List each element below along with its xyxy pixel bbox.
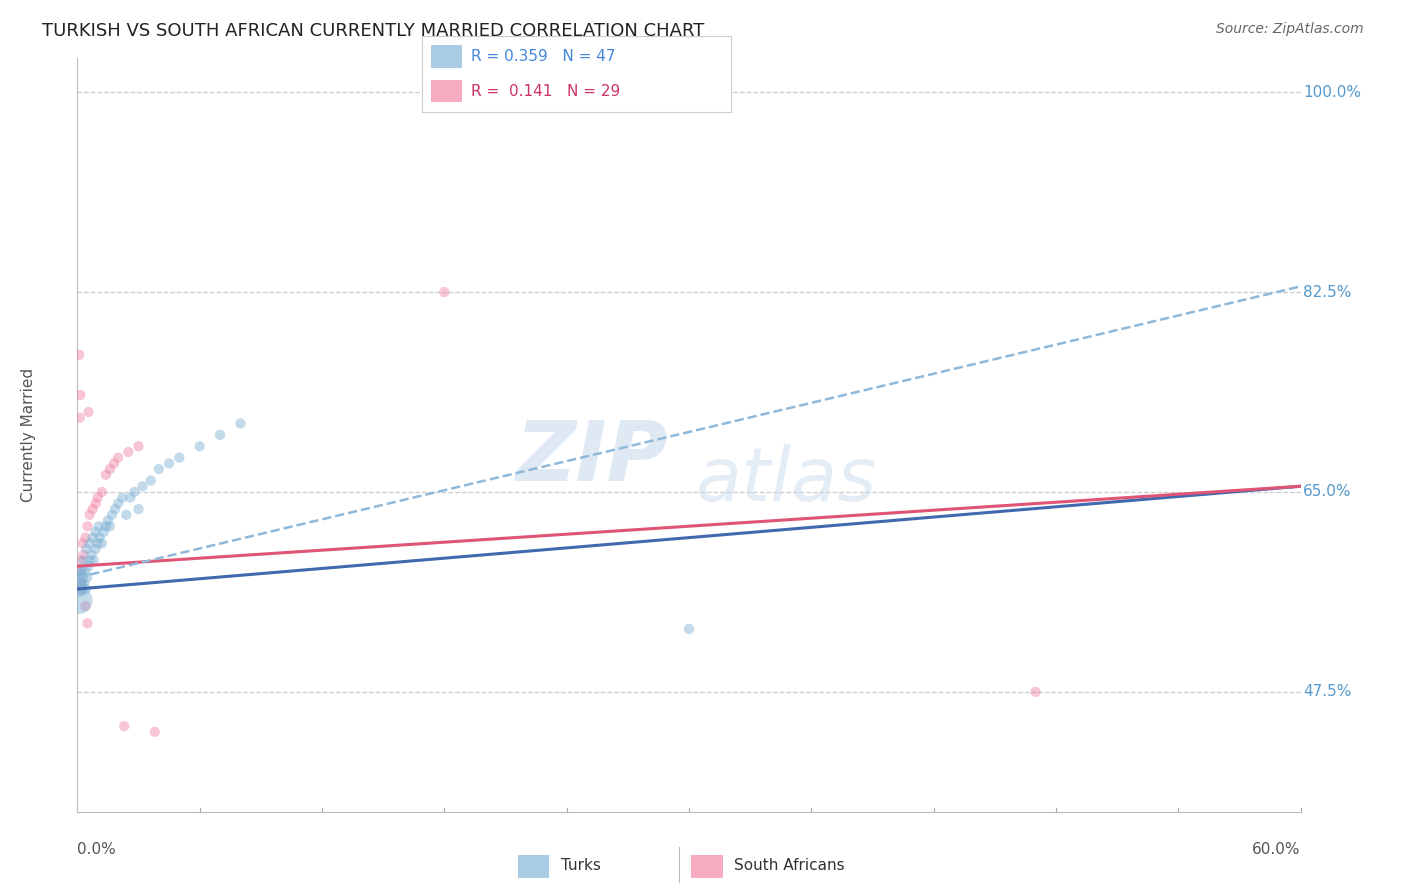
Point — [72, 548, 94, 562]
Text: ZIP: ZIP — [515, 417, 668, 498]
Point — [111, 491, 134, 505]
Point — [75, 565, 97, 579]
Point — [73, 576, 96, 591]
Point — [84, 496, 107, 510]
Text: TURKISH VS SOUTH AFRICAN CURRENTLY MARRIED CORRELATION CHART: TURKISH VS SOUTH AFRICAN CURRENTLY MARRI… — [42, 22, 704, 40]
Point — [87, 519, 110, 533]
Point — [169, 450, 191, 465]
Point — [79, 536, 101, 550]
Point — [188, 439, 211, 453]
Point — [139, 474, 162, 488]
Point — [80, 548, 103, 562]
Point — [94, 519, 117, 533]
Text: 0.0%: 0.0% — [77, 842, 117, 857]
Point — [83, 553, 105, 567]
Point — [229, 417, 252, 431]
Point — [82, 531, 104, 545]
Point — [72, 536, 94, 550]
Point — [69, 576, 91, 591]
Point — [104, 502, 127, 516]
Point — [70, 565, 93, 579]
Point — [77, 405, 100, 419]
Point — [127, 439, 149, 453]
Point — [70, 576, 93, 591]
Bar — [517, 855, 550, 878]
Point — [69, 410, 91, 425]
Point — [87, 536, 110, 550]
Point — [157, 457, 180, 471]
Point — [69, 388, 91, 402]
Point — [79, 553, 101, 567]
Point — [82, 502, 104, 516]
Text: 65.0%: 65.0% — [1303, 484, 1351, 500]
Text: Source: ZipAtlas.com: Source: ZipAtlas.com — [1216, 22, 1364, 37]
Point — [107, 496, 129, 510]
Bar — [692, 855, 723, 878]
Text: 82.5%: 82.5% — [1303, 285, 1351, 300]
Point — [89, 531, 111, 545]
Bar — [432, 45, 463, 68]
Point — [127, 502, 149, 516]
Point — [75, 531, 97, 545]
Point — [76, 571, 98, 585]
Text: atlas: atlas — [696, 444, 877, 516]
Point — [67, 582, 90, 596]
Point — [124, 485, 146, 500]
Point — [69, 582, 91, 596]
Point — [94, 467, 117, 482]
Point — [77, 559, 100, 574]
Point — [70, 582, 93, 596]
Text: R =  0.141   N = 29: R = 0.141 N = 29 — [471, 84, 620, 98]
Point — [143, 724, 166, 739]
Point — [75, 582, 97, 596]
Point — [101, 508, 124, 522]
Point — [76, 519, 98, 533]
Point — [115, 508, 138, 522]
Point — [433, 285, 456, 299]
Point — [76, 542, 98, 557]
Point — [93, 524, 115, 539]
Point — [84, 542, 107, 557]
Point — [90, 485, 112, 500]
Bar — [432, 79, 463, 103]
Point — [98, 462, 121, 476]
Point — [90, 536, 112, 550]
Point — [84, 524, 107, 539]
Point — [131, 479, 153, 493]
Point — [103, 457, 125, 471]
Point — [117, 445, 139, 459]
Point — [120, 491, 142, 505]
Point — [1024, 685, 1046, 699]
Text: 100.0%: 100.0% — [1303, 85, 1361, 100]
Point — [87, 491, 110, 505]
Text: 47.5%: 47.5% — [1303, 684, 1351, 699]
Point — [67, 565, 90, 579]
Text: 60.0%: 60.0% — [1253, 842, 1301, 857]
Point — [148, 462, 170, 476]
Point — [98, 519, 121, 533]
Point — [67, 571, 90, 585]
Text: R = 0.359   N = 47: R = 0.359 N = 47 — [471, 49, 616, 63]
Point — [75, 599, 97, 614]
Point — [70, 565, 93, 579]
Point — [79, 508, 101, 522]
Point — [97, 514, 120, 528]
Point — [72, 553, 94, 567]
Point — [70, 553, 93, 567]
Point — [76, 616, 98, 631]
Text: Currently Married: Currently Married — [21, 368, 37, 502]
Point — [107, 450, 129, 465]
Point — [67, 593, 90, 607]
Text: South Africans: South Africans — [734, 858, 845, 872]
Point — [112, 719, 135, 733]
Text: Turks: Turks — [561, 858, 602, 872]
Point — [67, 348, 90, 362]
Point — [678, 622, 700, 636]
Point — [72, 571, 94, 585]
Point — [208, 428, 231, 442]
